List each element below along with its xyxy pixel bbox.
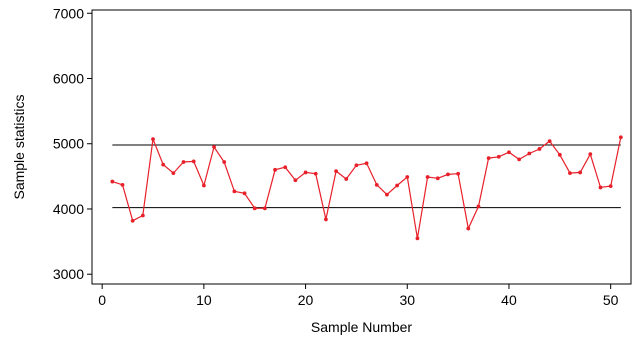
- data-point: [608, 184, 613, 189]
- data-point: [456, 171, 461, 176]
- y-axis-title: Sample statistics: [11, 94, 27, 199]
- x-tick-label: 20: [298, 292, 314, 308]
- data-point: [507, 150, 511, 155]
- y-tick-label: 5000: [53, 136, 84, 152]
- y-tick-label: 4000: [53, 201, 84, 217]
- data-point: [568, 171, 572, 175]
- data-point: [588, 152, 593, 157]
- data-point: [435, 176, 440, 181]
- reference-lines: [112, 144, 621, 209]
- data-point: [171, 171, 176, 175]
- data-point: [313, 171, 318, 176]
- data-point: [130, 218, 135, 223]
- data-point: [374, 182, 379, 187]
- x-tick-label: 40: [501, 292, 517, 308]
- data-point: [262, 206, 267, 211]
- data-point: [486, 156, 491, 160]
- x-axis-ticks: 0 10 20 30 40 50: [98, 284, 619, 308]
- data-point: [212, 145, 216, 149]
- data-point: [242, 191, 247, 196]
- data-point: [618, 135, 623, 140]
- data-point: [201, 183, 206, 188]
- data-point: [547, 139, 552, 144]
- x-tick-label: 10: [196, 292, 212, 308]
- data-point: [232, 189, 237, 194]
- data-point: [466, 226, 471, 231]
- data-point: [415, 236, 420, 241]
- y-tick-label: 3000: [53, 266, 84, 282]
- data-point: [557, 152, 562, 157]
- data-point: [527, 151, 532, 156]
- data-point: [191, 159, 196, 164]
- data-point: [334, 169, 338, 174]
- data-point: [181, 160, 186, 164]
- data-point: [385, 192, 389, 197]
- x-tick-label: 0: [98, 292, 106, 308]
- data-point: [476, 204, 481, 209]
- data-point: [252, 206, 257, 211]
- data-point: [283, 165, 288, 170]
- data-point: [354, 163, 359, 168]
- data-point: [324, 217, 328, 222]
- data-point: [425, 175, 430, 179]
- series-line: [112, 136, 622, 239]
- data-point: [405, 175, 410, 179]
- data-point: [517, 157, 522, 162]
- data-point: [364, 161, 369, 166]
- data-point: [222, 160, 227, 164]
- data-point: [303, 170, 308, 175]
- data-point: [446, 172, 450, 177]
- data-point: [140, 213, 145, 218]
- y-tick-label: 6000: [53, 71, 84, 87]
- x-tick-label: 50: [603, 292, 619, 308]
- y-axis-ticks: 3000 4000 5000 6000 7000: [53, 5, 92, 282]
- data-point: [161, 162, 166, 167]
- y-tick-label: 7000: [53, 5, 84, 21]
- data-point: [537, 147, 542, 151]
- data-point: [496, 154, 501, 159]
- data-point: [344, 177, 349, 181]
- data-point: [273, 167, 277, 172]
- x-tick-label: 30: [399, 292, 415, 308]
- data-point: [120, 182, 125, 187]
- plot-frame: [91, 9, 632, 285]
- data-point: [293, 178, 298, 183]
- data-series: [110, 135, 623, 241]
- data-point: [578, 170, 583, 175]
- data-point: [598, 185, 603, 190]
- data-point: [110, 179, 115, 184]
- x-axis-title: Sample Number: [311, 319, 412, 335]
- data-point: [151, 137, 155, 142]
- data-point: [395, 183, 399, 188]
